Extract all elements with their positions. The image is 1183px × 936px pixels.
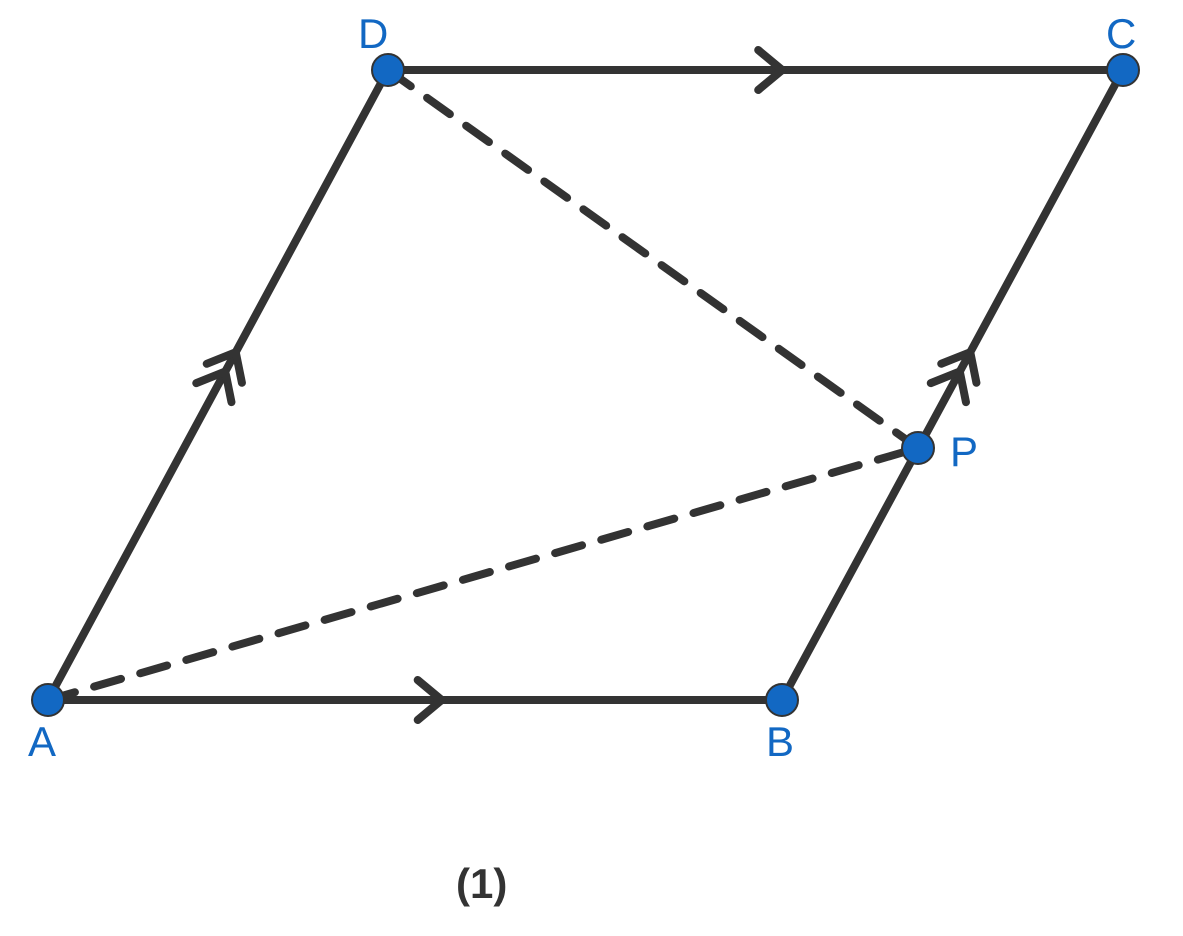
vertex-label-A: A: [28, 718, 56, 765]
edge-DP: [388, 70, 918, 448]
vertex-label-C: C: [1106, 10, 1136, 57]
vertex-label-B: B: [766, 718, 794, 765]
vertex-P: [902, 432, 934, 464]
vertex-B: [766, 684, 798, 716]
vertex-label-D: D: [358, 10, 388, 57]
vertex-C: [1107, 54, 1139, 86]
figure-caption: (1): [456, 860, 507, 907]
vertex-label-P: P: [950, 428, 978, 475]
parallelogram-diagram: A B C D P (1): [0, 0, 1183, 936]
edge-AD: [48, 70, 388, 700]
vertex-D: [372, 54, 404, 86]
vertex-A: [32, 684, 64, 716]
labels-layer: A B C D P: [28, 10, 1136, 765]
arrow-marks-layer: [196, 50, 976, 720]
edge-AP: [48, 448, 918, 700]
